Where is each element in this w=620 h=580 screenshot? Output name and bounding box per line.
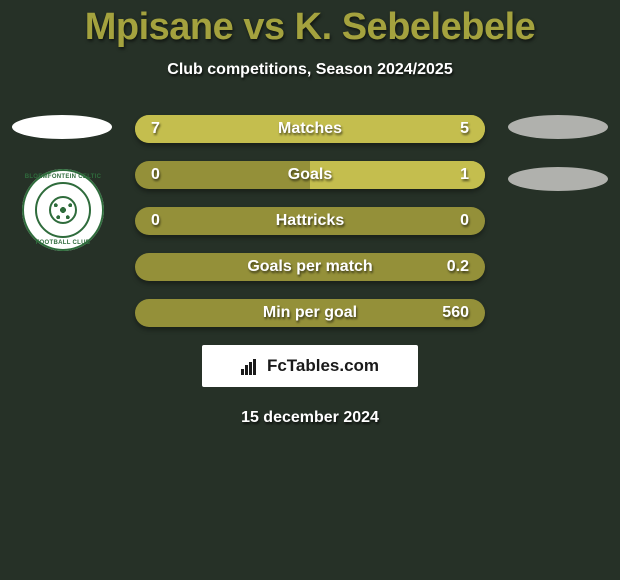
stat-label: Goals per match — [195, 258, 425, 276]
stat-row: Min per goal560 — [135, 299, 485, 327]
stat-value-right: 0.2 — [425, 258, 485, 276]
club-crest: BLOEMFONTEIN CELTIC FOOTBALL CLUB — [22, 169, 104, 251]
page-title: Mpisane vs K. Sebelebele — [0, 0, 620, 49]
stat-row: 7Matches5 — [135, 115, 485, 143]
stat-label: Goals — [195, 166, 425, 184]
stat-value-right: 560 — [425, 304, 485, 322]
stat-label: Min per goal — [195, 304, 425, 322]
stat-row: 0Hattricks0 — [135, 207, 485, 235]
stat-value-right: 1 — [425, 166, 485, 184]
player-right-badge-2 — [508, 167, 608, 191]
subtitle: Club competitions, Season 2024/2025 — [0, 61, 620, 79]
stat-label: Hattricks — [195, 212, 425, 230]
stat-value-right: 0 — [425, 212, 485, 230]
stat-label: Matches — [195, 120, 425, 138]
crest-text-top: BLOEMFONTEIN CELTIC — [22, 174, 104, 180]
player-right-badge — [508, 115, 608, 139]
stat-row: Goals per match0.2 — [135, 253, 485, 281]
stats-list: 7Matches50Goals10Hattricks0Goals per mat… — [135, 115, 485, 327]
stat-value-left: 0 — [135, 166, 195, 184]
brand-chart-icon — [241, 357, 261, 375]
date-text: 15 december 2024 — [0, 409, 620, 427]
stat-value-right: 5 — [425, 120, 485, 138]
crest-text-bottom: FOOTBALL CLUB — [22, 240, 104, 246]
stat-value-left: 0 — [135, 212, 195, 230]
brand-text: FcTables.com — [267, 356, 379, 376]
player-left-badge — [12, 115, 112, 139]
brand-box[interactable]: FcTables.com — [202, 345, 418, 387]
stat-value-left: 7 — [135, 120, 195, 138]
soccer-ball-icon — [49, 196, 77, 224]
comparison-panel: BLOEMFONTEIN CELTIC FOOTBALL CLUB 7Match… — [0, 115, 620, 427]
stat-row: 0Goals1 — [135, 161, 485, 189]
